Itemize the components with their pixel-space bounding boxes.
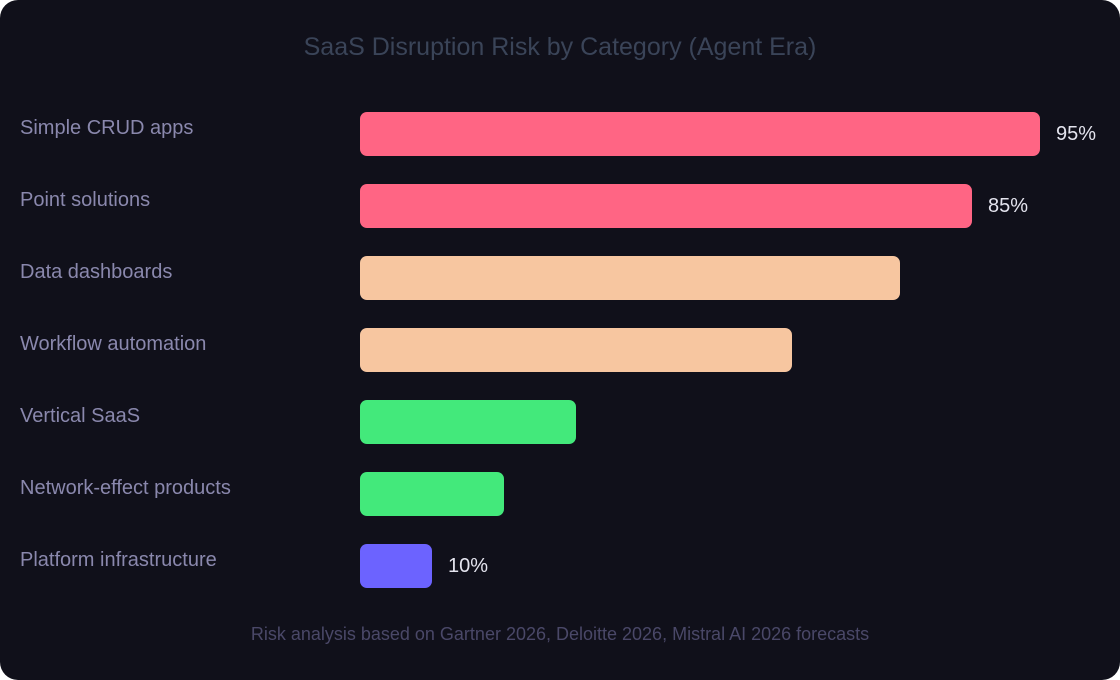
category-label: Simple CRUD apps	[20, 117, 194, 139]
bar	[360, 400, 576, 444]
bar	[360, 256, 900, 300]
value-label: 85%	[988, 195, 1029, 217]
bar	[360, 472, 504, 516]
source-footnote: Risk analysis based on Gartner 2026, Del…	[250, 624, 870, 644]
bar-row: Simple CRUD apps 95%	[0, 112, 1120, 156]
category-label: Point solutions	[20, 189, 151, 211]
bar	[360, 112, 1040, 156]
category-label: Workflow automation	[20, 333, 207, 355]
category-label: Vertical SaaS	[20, 405, 141, 427]
category-label: Platform infrastructure	[20, 549, 217, 571]
value-label: 95%	[1056, 123, 1097, 145]
bar-row: Point solutions 85%	[0, 184, 1120, 228]
bar-row: Data dashboards	[0, 256, 1120, 300]
bar-row: Workflow automation	[0, 328, 1120, 372]
chart-title: SaaS Disruption Risk by Category (Agent …	[303, 33, 817, 61]
bar	[360, 544, 432, 588]
value-label: 10%	[448, 555, 489, 577]
bar-row: Vertical SaaS	[0, 400, 1120, 444]
category-label: Data dashboards	[20, 261, 173, 283]
bar	[360, 328, 792, 372]
bar	[360, 184, 972, 228]
bar-row: Platform infrastructure 10%	[0, 544, 1120, 588]
category-label: Network-effect products	[20, 477, 231, 499]
bar-row: Network-effect products	[0, 472, 1120, 516]
